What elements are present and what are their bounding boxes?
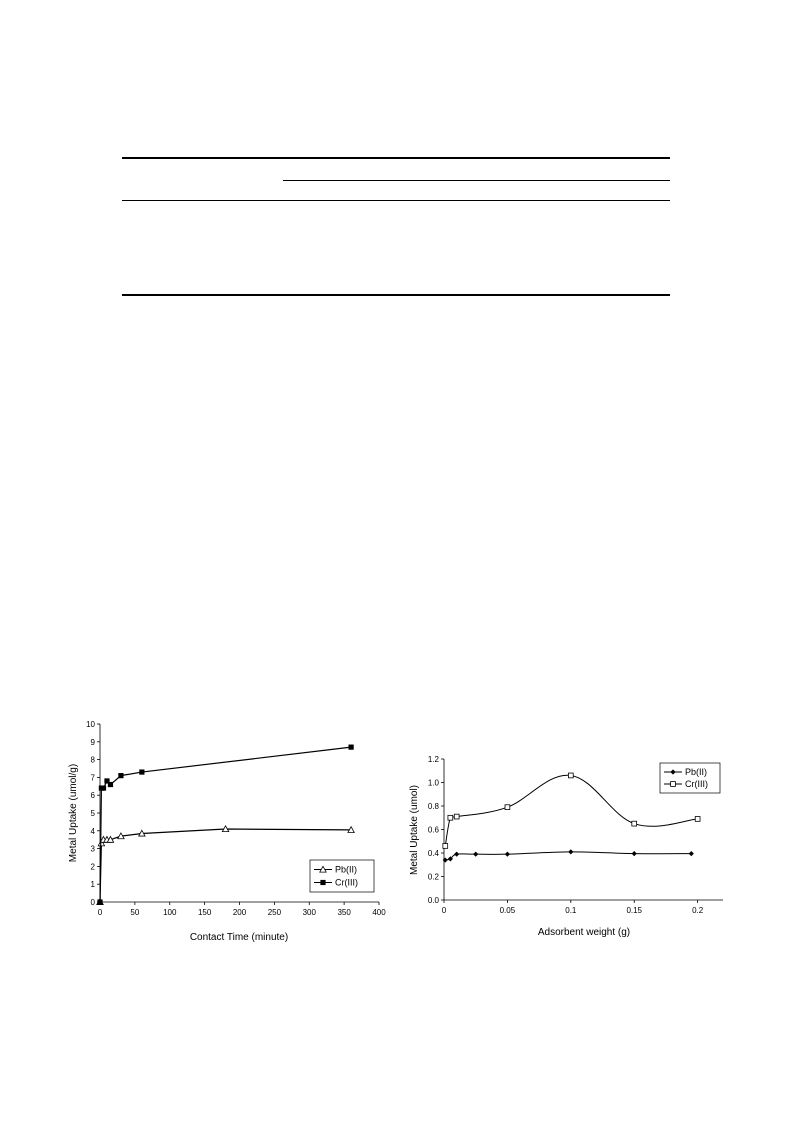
y-tick-label: 10 (86, 720, 95, 729)
cr-iii-point (348, 744, 354, 750)
x-tick-label: 0.2 (692, 906, 704, 915)
cr-iii-point (447, 814, 454, 821)
x-tick-label: 100 (163, 908, 177, 917)
y-tick-label: 0.0 (428, 896, 440, 905)
x-tick-label: 0.05 (500, 906, 516, 915)
y-tick-label: 5 (91, 809, 96, 818)
cr-iii-point (107, 781, 114, 788)
cr-iii-point (453, 813, 460, 820)
x-tick-label: 200 (233, 908, 247, 917)
y-axis-label: Metal Uptake (umol/g) (68, 764, 79, 862)
x-tick-label: 250 (268, 908, 282, 917)
y-tick-label: 1 (91, 880, 96, 889)
y-tick-label: 0.2 (428, 873, 440, 882)
pb-ii-point (221, 824, 230, 833)
pb-ii-point (442, 857, 448, 863)
x-tick-label: 0.1 (565, 906, 577, 915)
y-tick-label: 2 (91, 862, 96, 871)
x-tick-label: 0.15 (626, 906, 642, 915)
cr-iii-point (100, 785, 107, 791)
table-sub-rule (283, 180, 670, 181)
x-tick-label: 50 (130, 908, 139, 917)
pb-ii-point (117, 832, 125, 840)
pb-ii-series-line (445, 851, 692, 861)
pb-ii-point (504, 851, 511, 857)
table-bottom-rule (122, 294, 670, 296)
x-tick-label: 350 (337, 908, 351, 917)
pb-ii-point (106, 835, 115, 843)
x-tick-label: 400 (372, 908, 386, 917)
pb-ii-point (137, 829, 146, 837)
pb-ii-point (568, 849, 574, 855)
cr-iii-point (694, 816, 701, 822)
pb-ii-point (688, 850, 694, 857)
y-axis-label: Metal Uptake (umol) (409, 785, 420, 875)
cr-iii-point (442, 843, 449, 849)
y-tick-label: 3 (91, 845, 96, 854)
cr-iii-point (118, 773, 124, 779)
y-tick-label: 6 (91, 791, 96, 800)
y-tick-label: 0.6 (428, 826, 440, 835)
legend-label-pb-ii: Pb(II) (335, 865, 357, 875)
x-axis-label: Contact Time (minute) (190, 932, 288, 943)
x-tick-label: 0 (98, 908, 103, 917)
pb-ii-point (454, 851, 460, 857)
y-tick-label: 0.4 (428, 849, 440, 858)
chart-plot-layer: 0.0 0.2 0.4 0.6 0.8 1.0 1.2 0 0.05 0.1 0.15 0.2 Pb(I… (428, 755, 723, 915)
adsorbent-weight-chart: 0.0 0.2 0.4 0.6 0.8 1.0 1.2 0 0.05 0.1 0.15 0.2 Pb(I… (409, 755, 723, 938)
legend-box (309, 859, 375, 893)
x-tick-label: 300 (303, 908, 317, 917)
x-tick-label: 0 (442, 906, 447, 915)
table-header-rule (122, 200, 670, 201)
legend-label-cr-iii: Cr(III) (685, 779, 708, 789)
y-tick-label: 8 (91, 756, 96, 765)
cr-iii-point (139, 769, 145, 775)
x-tick-label: 150 (198, 908, 212, 917)
y-tick-label: 0 (91, 898, 96, 907)
cr-iii-point (104, 778, 110, 784)
legend-label-cr-iii: Cr(III) (335, 878, 358, 888)
legend-marker (670, 781, 676, 787)
cr-iii-point (504, 804, 511, 810)
pb-ii-point (97, 839, 106, 847)
y-tick-label: 0.8 (428, 802, 440, 811)
table-top-rule (122, 157, 670, 159)
cr-iii-point (568, 772, 574, 779)
legend-marker (319, 865, 327, 873)
pb-ii-point (631, 850, 637, 857)
pb-ii-point (473, 851, 479, 857)
legend-marker (670, 769, 676, 775)
y-tick-label: 1.0 (428, 779, 440, 788)
cr-iii-point (97, 899, 103, 905)
y-tick-label: 4 (91, 827, 96, 836)
x-axis-label: Adsorbent weight (g) (538, 927, 630, 938)
legend-box (659, 762, 721, 794)
legend-label-pb-ii: Pb(II) (685, 767, 707, 777)
y-tick-label: 1.2 (428, 755, 440, 764)
y-tick-label: 9 (91, 738, 96, 747)
legend-marker (320, 879, 326, 886)
pb-ii-point (347, 825, 355, 833)
y-tick-label: 7 (91, 773, 96, 782)
cr-iii-point (631, 820, 638, 827)
